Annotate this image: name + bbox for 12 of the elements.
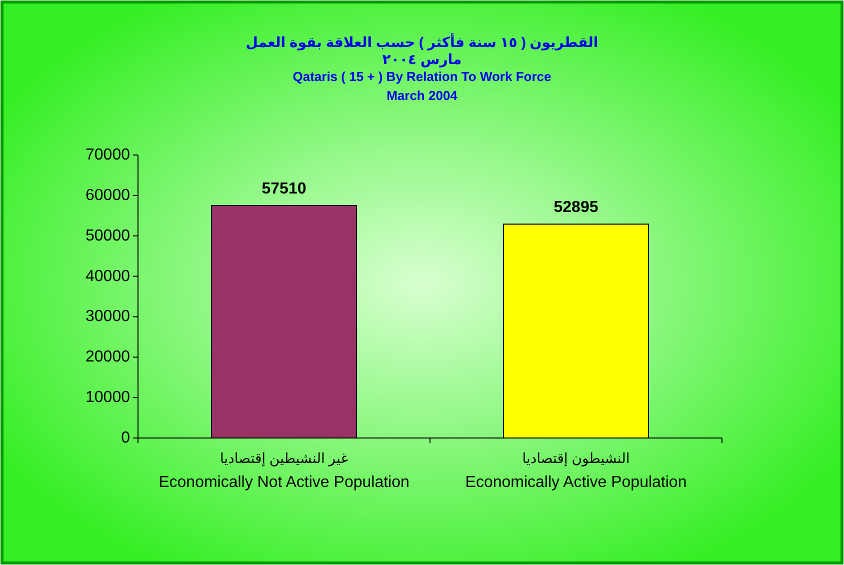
chart-subtitle: Qataris ( 15 + ) By Relation To Work Force March 2004 [292,69,552,103]
y-tick-label: 0 [121,430,130,446]
data-label: 52895 [554,199,598,216]
y-tick-label: 10000 [86,389,130,406]
y-tick-label: 20000 [86,348,130,366]
data-label: 57510 [262,180,306,198]
y-tick-label: 30000 [86,308,130,326]
y-tick-label: 50000 [86,227,130,244]
y-tick-label: 40000 [86,268,130,285]
y-tick-label: 60000 [86,186,130,204]
y-tick-label: 70000 [86,146,130,164]
chart-title: القطريون ( ١٥ سنة فأكثر ) حسب العلاقة بقوة العمل مارس ٢٠٠٤ [246,33,598,68]
